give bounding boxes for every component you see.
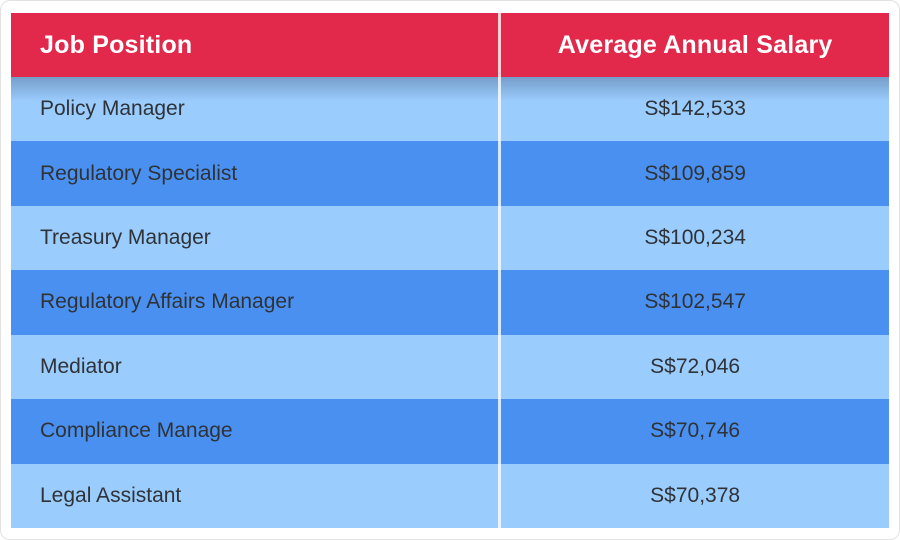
table-row: Regulatory Specialist S$109,859: [11, 141, 889, 206]
salary-cell: S$109,859: [498, 141, 889, 206]
salary-cell: S$72,046: [498, 334, 889, 400]
salary-cell: S$70,378: [498, 463, 889, 528]
job-position-cell: Treasury Manager: [40, 226, 211, 250]
job-position-cell: Regulatory Affairs Manager: [40, 290, 295, 314]
salary-cell: S$70,746: [498, 399, 889, 464]
table-row: Treasury Manager S$100,234: [11, 205, 889, 271]
salary-cell: S$100,234: [498, 205, 889, 271]
table-row: Legal Assistant S$70,378: [11, 463, 889, 528]
table-row: Mediator S$72,046: [11, 334, 889, 400]
salary-cell: S$142,533: [498, 77, 889, 142]
table-row: Compliance Manage S$70,746: [11, 399, 889, 464]
table-row: Policy Manager S$142,533: [11, 77, 889, 142]
column-header-job-position: Job Position: [40, 30, 193, 59]
table-header-row: Job Position Average Annual Salary: [11, 13, 889, 77]
table-row: Regulatory Affairs Manager S$102,547: [11, 270, 889, 335]
salary-cell: S$102,547: [498, 270, 889, 335]
job-position-cell: Regulatory Specialist: [40, 161, 238, 185]
job-position-cell: Legal Assistant: [40, 483, 182, 507]
column-header-average-annual-salary: Average Annual Salary: [498, 13, 889, 77]
job-position-cell: Mediator: [40, 354, 122, 378]
job-position-cell: Policy Manager: [11, 77, 499, 142]
job-position-cell: Compliance Manage: [40, 419, 233, 443]
salary-table: Job Position Average Annual Salary Polic…: [11, 13, 889, 528]
